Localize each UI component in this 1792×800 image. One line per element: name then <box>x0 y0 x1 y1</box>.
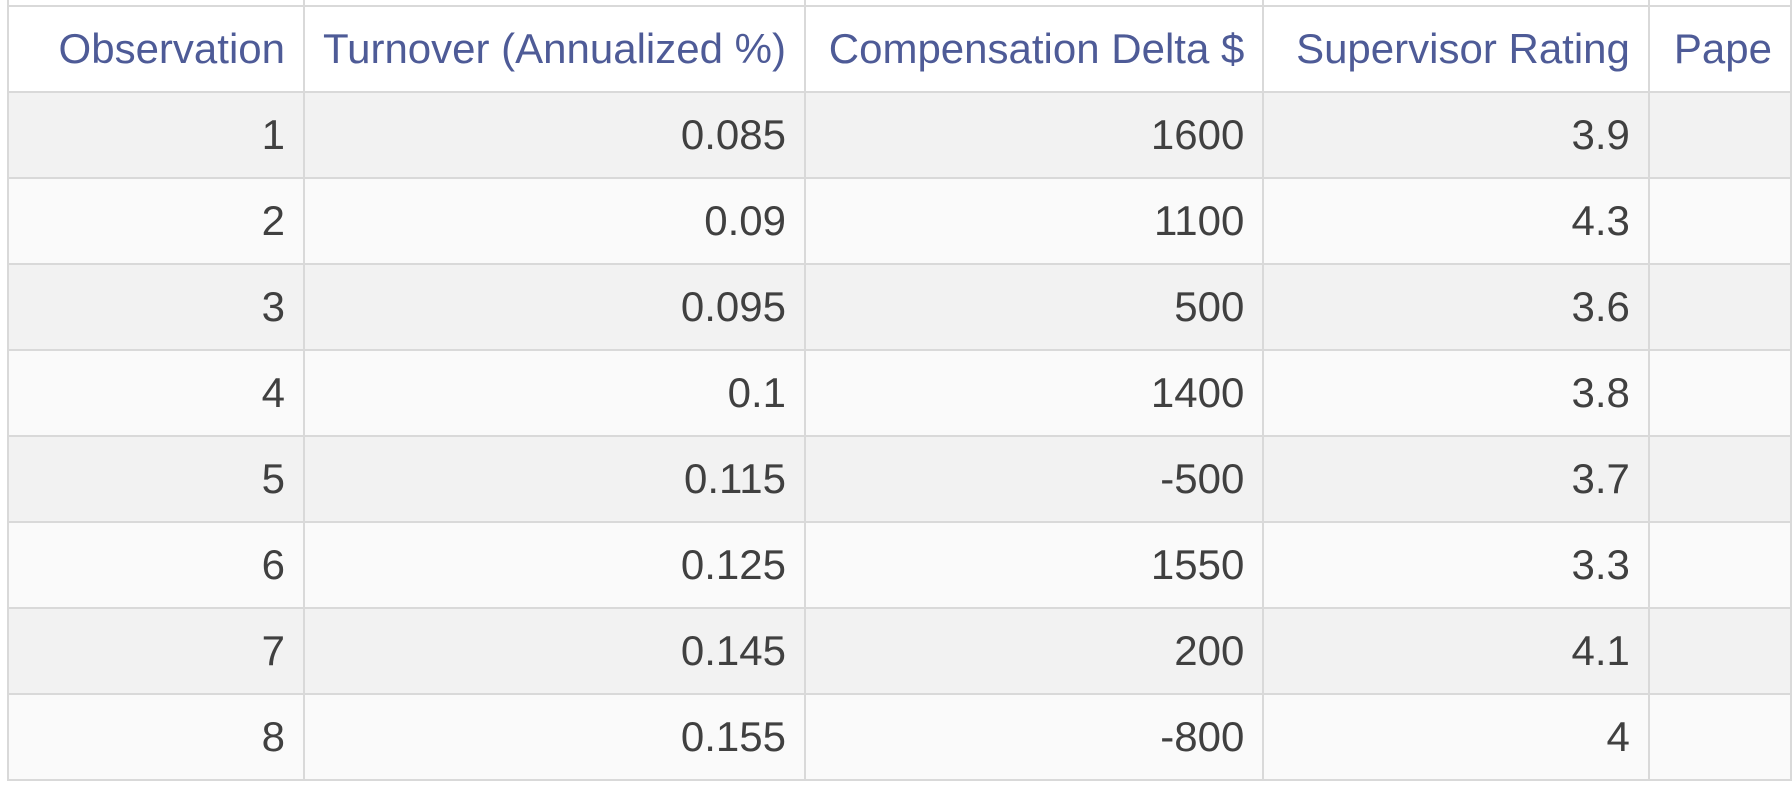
table-row: 2 0.09 1100 4.3 <box>7 177 1792 265</box>
cell-clipped <box>1647 91 1792 179</box>
cell-observation: 6 <box>7 521 305 609</box>
table-row: 6 0.125 1550 3.3 <box>7 521 1792 609</box>
cell-compensation-delta: 500 <box>803 263 1265 351</box>
cell-turnover: 0.09 <box>303 177 806 265</box>
column-header-compensation-delta: Compensation Delta $ <box>803 5 1265 93</box>
cell-turnover: 0.085 <box>303 91 806 179</box>
cell-compensation-delta: -800 <box>803 693 1265 781</box>
data-table: Observation Turnover (Annualized %) Comp… <box>7 0 1792 781</box>
table-row: 4 0.1 1400 3.8 <box>7 349 1792 437</box>
cell-clipped <box>1647 521 1792 609</box>
cell-observation: 1 <box>7 91 305 179</box>
cell-turnover: 0.095 <box>303 263 806 351</box>
cell-supervisor-rating: 3.6 <box>1262 263 1650 351</box>
cell-turnover: 0.1 <box>303 349 806 437</box>
table-row: 5 0.115 -500 3.7 <box>7 435 1792 523</box>
cell-turnover: 0.115 <box>303 435 806 523</box>
cell-supervisor-rating: 3.7 <box>1262 435 1650 523</box>
cell-clipped <box>1647 177 1792 265</box>
cell-observation: 2 <box>7 177 305 265</box>
cutoff-cell <box>303 0 806 7</box>
cell-compensation-delta: 1100 <box>803 177 1265 265</box>
cell-clipped <box>1647 263 1792 351</box>
cutoff-cell <box>803 0 1265 7</box>
header-row: Observation Turnover (Annualized %) Comp… <box>7 5 1792 93</box>
cell-clipped <box>1647 349 1792 437</box>
cell-observation: 7 <box>7 607 305 695</box>
cell-compensation-delta: 1600 <box>803 91 1265 179</box>
cell-supervisor-rating: 3.8 <box>1262 349 1650 437</box>
cell-compensation-delta: 1400 <box>803 349 1265 437</box>
column-header-clipped: Pape <box>1647 5 1792 93</box>
cell-supervisor-rating: 4.1 <box>1262 607 1650 695</box>
column-header-observation: Observation <box>7 5 305 93</box>
cutoff-cell <box>7 0 305 7</box>
cell-observation: 5 <box>7 435 305 523</box>
cell-observation: 3 <box>7 263 305 351</box>
cell-compensation-delta: 200 <box>803 607 1265 695</box>
cell-observation: 8 <box>7 693 305 781</box>
cutoff-row-above <box>7 0 1792 7</box>
cell-turnover: 0.125 <box>303 521 806 609</box>
cell-compensation-delta: 1550 <box>803 521 1265 609</box>
cell-supervisor-rating: 3.9 <box>1262 91 1650 179</box>
column-header-supervisor-rating: Supervisor Rating <box>1262 5 1650 93</box>
cell-turnover: 0.145 <box>303 607 806 695</box>
cell-observation: 4 <box>7 349 305 437</box>
column-header-turnover: Turnover (Annualized %) <box>303 5 806 93</box>
table-row: 7 0.145 200 4.1 <box>7 607 1792 695</box>
data-table-container: Observation Turnover (Annualized %) Comp… <box>7 0 1792 781</box>
cutoff-cell <box>1262 0 1650 7</box>
cell-clipped <box>1647 693 1792 781</box>
table-row: 1 0.085 1600 3.9 <box>7 91 1792 179</box>
cell-supervisor-rating: 4.3 <box>1262 177 1650 265</box>
cell-clipped <box>1647 435 1792 523</box>
table-row: 8 0.155 -800 4 <box>7 693 1792 781</box>
cell-compensation-delta: -500 <box>803 435 1265 523</box>
cell-supervisor-rating: 4 <box>1262 693 1650 781</box>
cell-turnover: 0.155 <box>303 693 806 781</box>
cell-clipped <box>1647 607 1792 695</box>
table-row: 3 0.095 500 3.6 <box>7 263 1792 351</box>
cell-supervisor-rating: 3.3 <box>1262 521 1650 609</box>
cutoff-cell <box>1647 0 1792 7</box>
